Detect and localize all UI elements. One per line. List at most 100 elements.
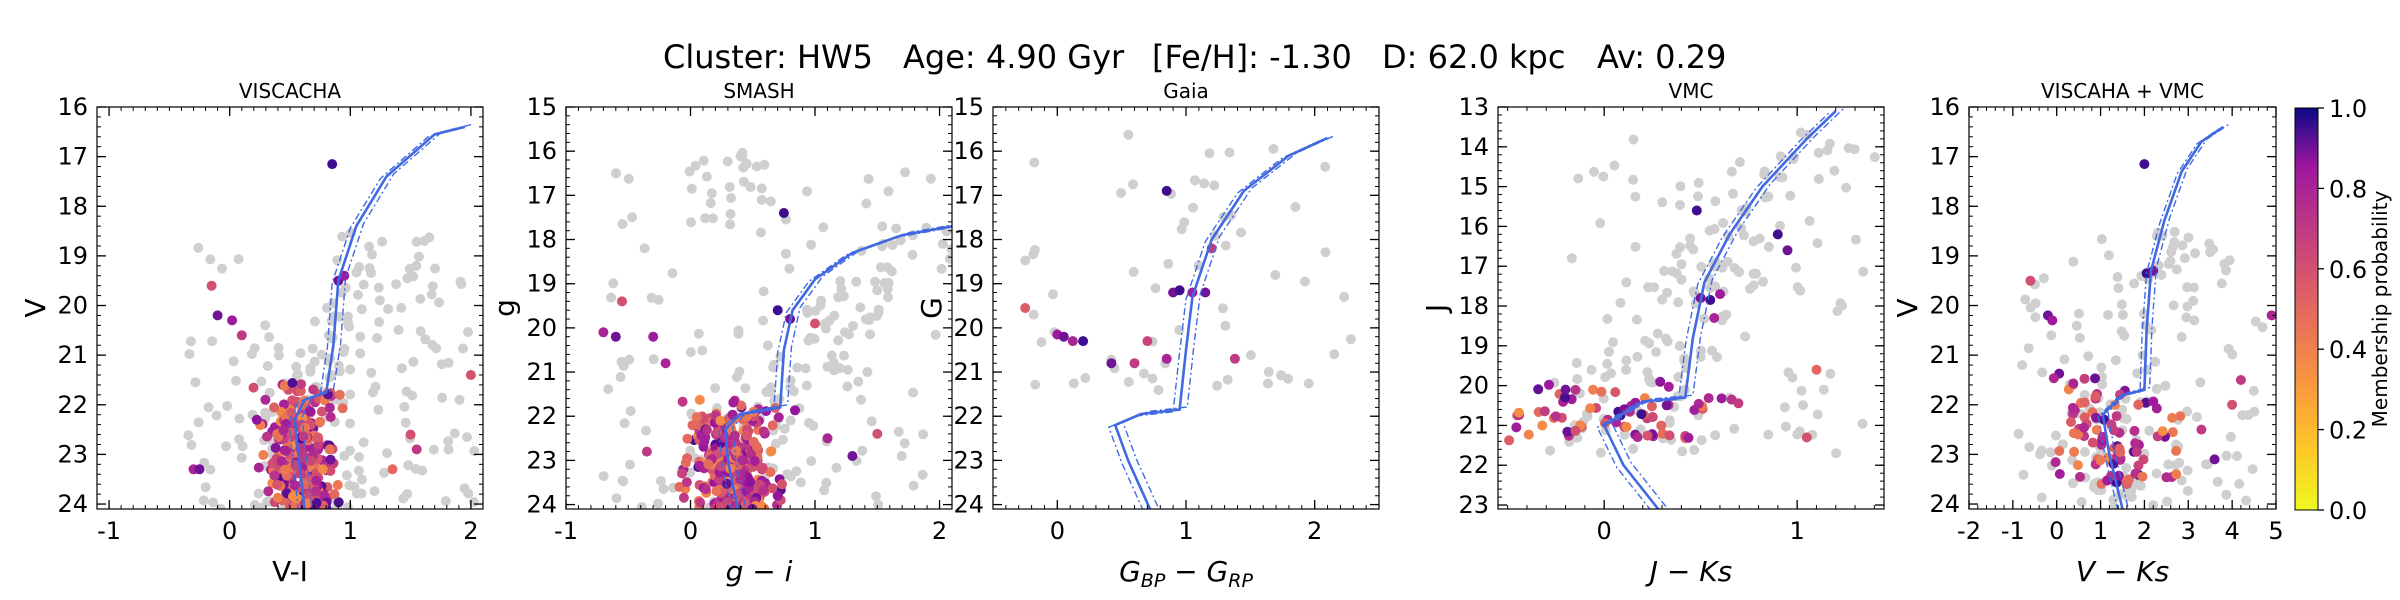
member-point (2054, 469, 2065, 479)
member-point (316, 406, 327, 417)
member-point (1560, 384, 1571, 395)
colorbar-label: Membership probability (2368, 191, 2392, 428)
y-tick-label: 23 (526, 446, 557, 474)
member-point (745, 477, 756, 487)
member-point (2079, 422, 2089, 433)
nonmember-point (1621, 355, 1632, 366)
member-point (1067, 336, 1078, 347)
nonmember-point (686, 183, 697, 194)
nonmember-point (907, 249, 918, 260)
member-point (1782, 245, 1793, 256)
nonmember-point (806, 456, 817, 467)
nonmember-point (1595, 447, 1606, 458)
member-point (822, 433, 833, 444)
nonmember-point (427, 281, 438, 292)
nonmember-point (1657, 197, 1668, 208)
member-point (305, 406, 316, 417)
member-point (687, 420, 698, 431)
member-point (411, 444, 422, 455)
member-point (1661, 400, 1672, 411)
nonmember-point (233, 254, 244, 265)
y-tick-label: 21 (57, 341, 88, 369)
nonmember-point (1030, 379, 1041, 390)
nonmember-point (377, 236, 388, 247)
x-tick-label: 4 (2225, 517, 2240, 545)
nonmember-point (835, 363, 845, 374)
y-tick-label: 20 (57, 292, 88, 320)
member-point (227, 315, 238, 326)
member-point (1716, 393, 1727, 404)
x-axis-label: J − Ks (1645, 555, 1732, 588)
member-point (2075, 471, 2085, 482)
nonmember-point (434, 297, 445, 308)
nonmember-point (2208, 244, 2218, 255)
nonmember-point (222, 401, 233, 411)
nonmember-point (792, 362, 803, 373)
nonmember-point (339, 344, 350, 354)
nonmember-point (1857, 418, 1868, 429)
member-point (1647, 412, 1658, 422)
member-point (2072, 460, 2083, 471)
member-point (2069, 446, 2080, 457)
nonmember-point (2212, 476, 2223, 487)
isochrone-dashed-line (718, 227, 946, 509)
nonmember-point (863, 174, 874, 184)
panel-title: SMASH (723, 79, 794, 103)
nonmember-point (1779, 402, 1790, 413)
member-point (1523, 429, 1534, 440)
nonmember-point (856, 394, 866, 405)
nonmember-point (193, 417, 204, 428)
nonmember-point (788, 386, 799, 397)
nonmember-point (1832, 306, 1843, 317)
y-tick-label: 19 (1458, 332, 1489, 360)
nonmember-point (1632, 351, 1643, 362)
nonmember-point (345, 445, 355, 456)
nonmember-point (369, 486, 380, 497)
member-point (1562, 426, 1573, 437)
member-point (1539, 406, 1550, 417)
member-point (2235, 375, 2246, 385)
nonmember-point (598, 471, 609, 482)
panel-smash: -1 0 1 2 15 16 17 18 19 20 21 22 23 24 SMASH g − i g (488, 79, 953, 588)
member-point (1683, 432, 1694, 443)
member-point (1772, 229, 1783, 240)
nonmember-point (937, 238, 948, 249)
nonmember-point (1245, 350, 1256, 361)
nonmember-point (1139, 368, 1149, 379)
member-point (2171, 469, 2182, 480)
nonmember-point (217, 263, 227, 274)
nonmember-point (295, 348, 306, 359)
nonmember-point (356, 304, 367, 315)
member-point (1811, 364, 1822, 375)
nonmember-point (835, 276, 846, 287)
member-point (287, 378, 298, 388)
nonmember-point (2116, 299, 2127, 310)
nonmember-point (1283, 373, 1293, 384)
nonmember-point (946, 244, 952, 254)
member-point (2139, 159, 2150, 170)
nonmember-point (207, 336, 218, 347)
y-tick-label: 19 (1929, 242, 1960, 270)
isochrone-line (1602, 110, 1837, 509)
nonmember-point (616, 356, 627, 367)
y-tick-label: 15 (526, 93, 557, 121)
member-point (758, 485, 769, 496)
member-point (194, 464, 205, 475)
nonmember-point (1586, 364, 1597, 375)
x-tick-label: 0 (222, 517, 237, 545)
nonmember-point (1068, 378, 1079, 389)
nonmember-point (2176, 332, 2187, 342)
nonmember-point (648, 354, 659, 365)
member-point (2148, 396, 2159, 407)
x-tick-label: -1 (554, 517, 578, 545)
nonmember-point (415, 326, 426, 337)
member-point (305, 455, 316, 466)
nonmember-point (367, 249, 377, 260)
nonmember-point (344, 321, 355, 332)
isochrone-dashed-line (1596, 112, 1830, 509)
nonmember-point (1116, 188, 1127, 198)
member-point (279, 399, 289, 410)
nonmember-point (824, 315, 835, 326)
nonmember-point (1707, 345, 1718, 356)
member-point (2167, 427, 2178, 438)
